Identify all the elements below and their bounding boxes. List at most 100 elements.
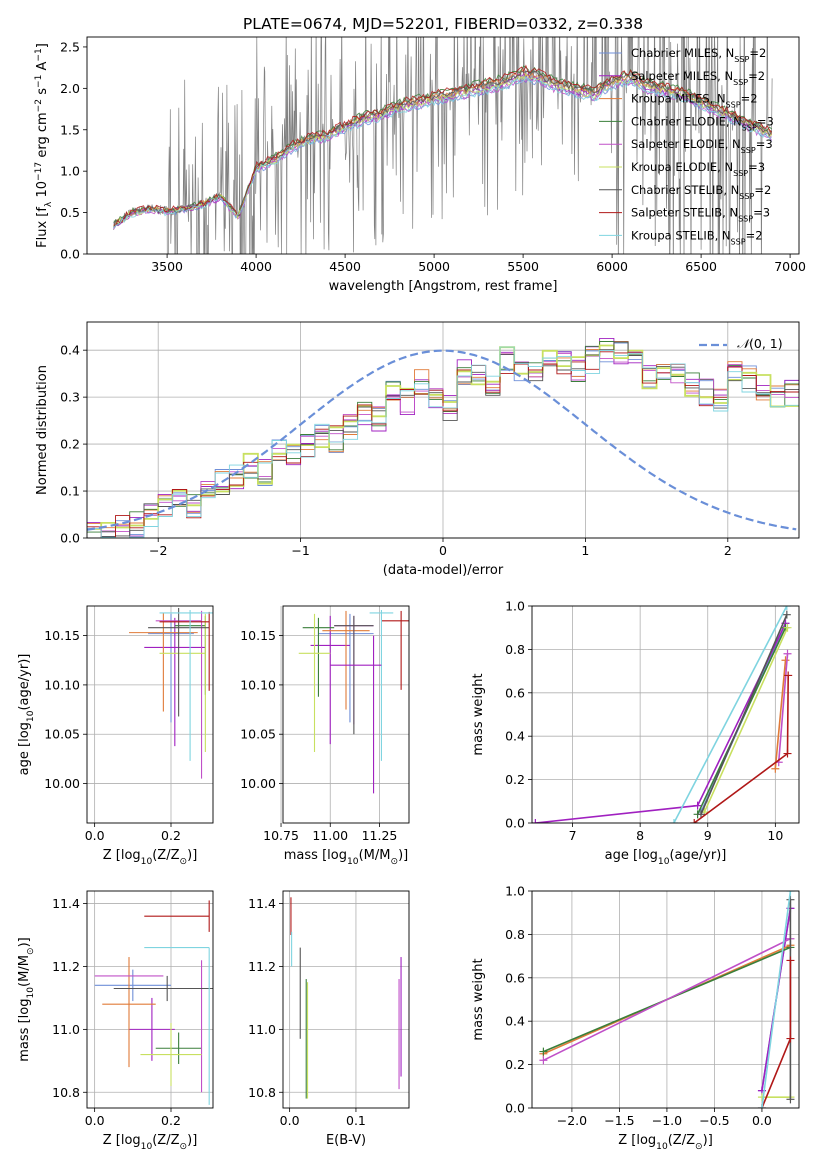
y-tick-label: 11.4 — [248, 896, 276, 911]
x-axis-label: wavelength [Angstrom, rest frame] — [329, 279, 558, 294]
axes-frame — [531, 605, 800, 824]
y-tick-label: 10.15 — [240, 628, 276, 643]
y-tick-label: 0.0 — [60, 531, 80, 546]
mass-weight-marker — [782, 610, 791, 619]
mass-weight-line-4 — [543, 937, 791, 1062]
legend: Chabrier MILES, NSSP=2 Salpeter MILES, NS… — [599, 46, 774, 246]
x-tick-label: 7 — [569, 828, 577, 843]
axes-frame — [86, 321, 800, 539]
x-tick-label: 0.2 — [161, 828, 181, 843]
x-tick-label: −1.5 — [604, 1113, 634, 1128]
mass-weight-marker — [783, 623, 792, 632]
plot-area — [129, 607, 213, 779]
y-axis-label: Normed distribution — [35, 365, 50, 495]
y-tick-label: 0.4 — [505, 1014, 525, 1029]
spectrum-plot: 3500 4000 4500 5000 5500 6000 6500 7000 0.0 0.5 1.… — [34, 36, 806, 294]
x-tick-label: 2 — [724, 543, 732, 558]
gridlines — [283, 891, 409, 1108]
residual-histogram-8 — [87, 346, 799, 538]
y-tick-label: 0.4 — [60, 343, 80, 358]
plot-area — [539, 891, 795, 1108]
legend-label: Chabrier MILES, NSSP=2 — [631, 46, 766, 64]
y-axis-label: mass weight — [471, 958, 486, 1040]
mass-weight-line-8 — [673, 606, 788, 823]
y-axis-label: mass weight — [471, 673, 486, 755]
age-vs-mass-plot: 10.75 11.00 11.25 10.00 10.05 10.10 10.15 mass … — [240, 605, 410, 867]
x-tick-label: 11.00 — [312, 828, 348, 843]
y-tick-label: 10.00 — [240, 776, 276, 791]
y-tick-label: 10.05 — [240, 727, 276, 742]
massweight-vs-age-plot: 7 8 9 10 0.0 0.2 0.4 0.6 0.8 1.0 age [log10(age/yr… — [471, 599, 800, 867]
y-tick-label: 11.0 — [248, 1022, 276, 1037]
x-tick-label: 6500 — [685, 259, 717, 274]
y-tick-label: 0.8 — [505, 642, 525, 657]
x-axis-label: Z [log10(Z/Z⊙)] — [103, 848, 198, 867]
y-tick-label: 0.3 — [60, 390, 80, 405]
axes-frame — [86, 36, 800, 255]
x-tick-label: 4000 — [240, 259, 272, 274]
legend-label: Kroupa STELIB, NSSP=2 — [631, 228, 763, 246]
y-tick-label: 0.0 — [60, 247, 80, 262]
legend-label: Chabrier STELIB, NSSP=2 — [631, 183, 771, 201]
y-tick-label: 11.4 — [52, 896, 80, 911]
axes-frame — [86, 890, 214, 1109]
y-tick-label: 10.15 — [44, 628, 80, 643]
mass-weight-marker — [783, 649, 792, 658]
x-axis-label: Z [log10(Z/Z⊙)] — [103, 1133, 198, 1152]
y-tick-label: 1.0 — [60, 164, 80, 179]
mass-weight-line-2 — [774, 660, 787, 769]
ticks: −2.0 −1.5 −1.0 −0.5 0.0 0.0 0.2 0.4 0.6 0.8 1.0 — [505, 884, 772, 1129]
y-tick-label: 0.5 — [60, 205, 80, 220]
x-tick-label: −1.0 — [652, 1113, 682, 1128]
mass-weight-marker — [532, 819, 540, 823]
mass-weight-marker — [783, 749, 792, 758]
y-tick-label: 0.2 — [60, 437, 80, 452]
y-tick-label: 11.0 — [52, 1022, 80, 1037]
x-tick-label: 11.25 — [362, 828, 398, 843]
x-tick-label: 0.0 — [752, 1113, 772, 1128]
x-axis-label: age [log10(age/yr)] — [605, 848, 727, 867]
plot-area — [113, 37, 773, 254]
y-tick-label: 0.2 — [505, 1057, 525, 1072]
y-tick-label: 1.5 — [60, 122, 80, 137]
mass-weight-line-5 — [703, 627, 789, 813]
x-tick-label: 5000 — [418, 259, 450, 274]
y-tick-label: 2.0 — [60, 81, 80, 96]
y-tick-label: 10.00 — [44, 776, 80, 791]
axes-frame — [531, 890, 800, 1109]
axes-frame — [282, 605, 410, 824]
x-tick-label: 10.75 — [263, 828, 299, 843]
y-tick-label: 11.2 — [52, 959, 80, 974]
model-spectrum-8 — [113, 75, 772, 229]
ticks: −2 −1 0 1 2 0.0 0.1 0.2 0.3 0.4 — [60, 343, 732, 558]
x-axis-label: mass [log10(M/M⊙)] — [284, 848, 408, 867]
y-tick-label: 0.4 — [505, 729, 525, 744]
legend-label: Kroupa MILES, NSSP=2 — [631, 92, 758, 110]
mass-weight-marker — [784, 671, 793, 680]
x-tick-label: 9 — [704, 828, 712, 843]
mass-weight-marker — [781, 656, 790, 665]
mass-weight-line-7 — [693, 675, 789, 823]
y-tick-label: 10.8 — [52, 1085, 80, 1100]
y-tick-label: 1.0 — [505, 599, 525, 614]
gridlines — [87, 891, 213, 1108]
y-tick-label: 0.6 — [505, 970, 525, 985]
plot-area — [94, 900, 213, 1105]
x-tick-label: 0.1 — [346, 1113, 366, 1128]
ticks: 0.0 0.2 10.00 10.05 10.10 10.15 — [44, 628, 181, 843]
legend-label: 𝒩(0, 1) — [737, 336, 783, 351]
legend-label: Kroupa ELODIE, NSSP=3 — [631, 160, 765, 178]
x-tick-label: 0 — [439, 543, 447, 558]
mass-weight-marker — [539, 1056, 548, 1065]
model-spectrum-5 — [113, 72, 772, 227]
x-tick-label: 0.0 — [85, 828, 105, 843]
mass-weight-line-8 — [761, 891, 792, 1108]
x-tick-label: −2.0 — [557, 1113, 587, 1128]
x-tick-label: 7000 — [774, 259, 806, 274]
mass-weight-marker — [786, 1034, 795, 1043]
mass-weight-marker — [786, 956, 795, 965]
ticks: 10.75 11.00 11.25 10.00 10.05 10.10 10.15 — [240, 628, 397, 843]
model-spectrum-1 — [113, 72, 772, 227]
y-tick-label: 10.8 — [248, 1085, 276, 1100]
y-tick-label: 10.05 — [44, 727, 80, 742]
